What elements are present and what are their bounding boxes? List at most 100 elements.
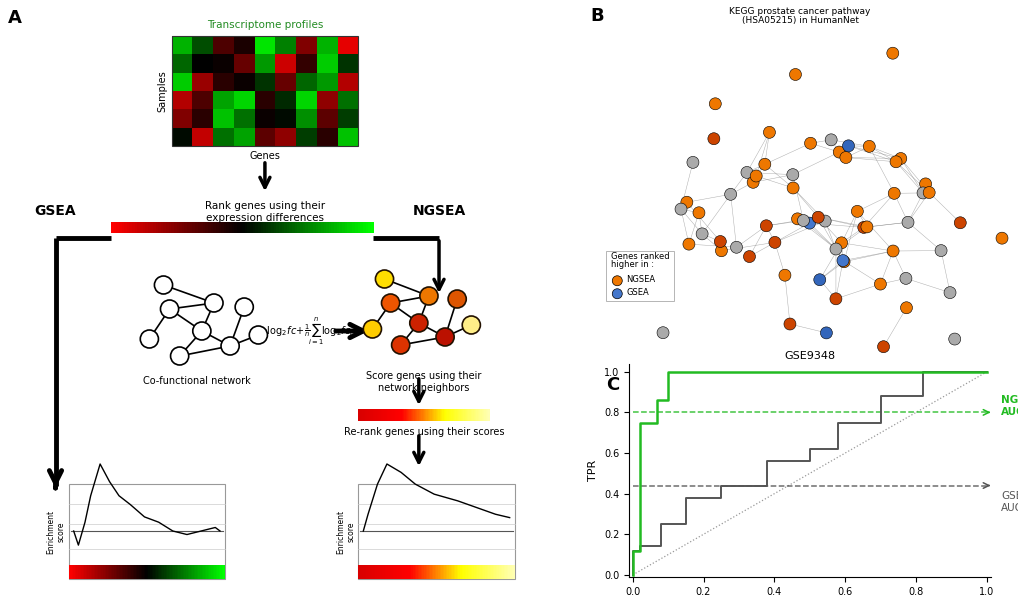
Bar — [192, 36, 213, 54]
Bar — [192, 565, 194, 579]
Bar — [435, 409, 436, 421]
Bar — [446, 565, 448, 579]
Bar — [234, 222, 237, 233]
Bar — [450, 409, 452, 421]
Circle shape — [836, 237, 848, 249]
Bar — [269, 222, 272, 233]
Circle shape — [743, 251, 755, 263]
Bar — [451, 409, 453, 421]
Text: Genes ranked: Genes ranked — [611, 252, 670, 261]
Bar — [445, 409, 447, 421]
Bar — [410, 409, 412, 421]
Bar — [324, 222, 327, 233]
Bar — [369, 222, 372, 233]
Bar — [482, 565, 484, 579]
Bar — [428, 409, 430, 421]
Bar — [394, 409, 396, 421]
Bar — [384, 565, 385, 579]
Bar — [172, 73, 192, 91]
Bar — [469, 409, 471, 421]
Bar — [275, 36, 296, 54]
Bar — [361, 565, 363, 579]
Bar — [114, 222, 117, 233]
Circle shape — [760, 220, 773, 232]
Circle shape — [901, 302, 912, 314]
Bar — [423, 565, 426, 579]
Bar — [86, 565, 88, 579]
Bar — [111, 565, 113, 579]
Bar — [455, 565, 457, 579]
Bar — [192, 127, 213, 146]
Bar — [338, 91, 358, 109]
Bar — [161, 222, 164, 233]
Bar — [457, 409, 458, 421]
Bar — [339, 222, 342, 233]
Bar — [380, 565, 382, 579]
Bar — [365, 222, 369, 233]
Bar — [134, 222, 137, 233]
Bar — [408, 565, 410, 579]
Bar — [213, 73, 234, 91]
Bar — [472, 565, 474, 579]
Bar — [239, 222, 242, 233]
Bar — [221, 222, 224, 233]
Bar — [367, 565, 370, 579]
Circle shape — [462, 316, 480, 334]
Bar — [471, 565, 473, 579]
Bar — [120, 565, 122, 579]
Bar — [429, 565, 431, 579]
Bar — [426, 409, 427, 421]
Bar — [374, 409, 376, 421]
Bar — [495, 565, 497, 579]
Bar — [334, 222, 337, 233]
Circle shape — [887, 47, 899, 59]
Bar — [464, 565, 466, 579]
Bar — [207, 565, 209, 579]
Y-axis label: TPR: TPR — [588, 460, 599, 481]
Bar — [420, 565, 422, 579]
Circle shape — [725, 188, 737, 200]
Bar — [358, 565, 360, 579]
Bar — [472, 409, 474, 421]
Bar — [448, 409, 449, 421]
Bar — [464, 409, 466, 421]
Bar — [381, 409, 383, 421]
Bar — [463, 409, 465, 421]
Circle shape — [409, 314, 428, 332]
Bar — [377, 409, 379, 421]
Circle shape — [838, 256, 850, 268]
Bar — [224, 222, 227, 233]
Bar — [158, 565, 160, 579]
Circle shape — [161, 300, 178, 318]
Circle shape — [821, 327, 833, 339]
Bar — [317, 36, 338, 54]
Bar — [79, 565, 81, 579]
Bar — [388, 565, 390, 579]
Bar — [139, 565, 140, 579]
Bar — [91, 565, 93, 579]
Circle shape — [803, 217, 815, 229]
Bar — [68, 565, 70, 579]
Circle shape — [790, 69, 801, 81]
Circle shape — [944, 287, 956, 299]
Bar — [170, 565, 172, 579]
Bar — [442, 409, 444, 421]
Bar — [119, 565, 121, 579]
Bar — [422, 409, 425, 421]
Bar — [507, 565, 509, 579]
Bar — [305, 222, 308, 233]
Circle shape — [819, 215, 831, 227]
Bar — [440, 409, 442, 421]
Bar — [363, 409, 365, 421]
Bar — [172, 91, 192, 109]
Bar — [75, 565, 76, 579]
Bar — [475, 565, 477, 579]
Bar — [213, 565, 215, 579]
Bar — [364, 565, 366, 579]
Bar — [477, 565, 479, 579]
Bar — [347, 222, 350, 233]
Bar — [94, 565, 96, 579]
Bar — [437, 565, 439, 579]
Circle shape — [954, 217, 966, 229]
Circle shape — [448, 290, 466, 308]
